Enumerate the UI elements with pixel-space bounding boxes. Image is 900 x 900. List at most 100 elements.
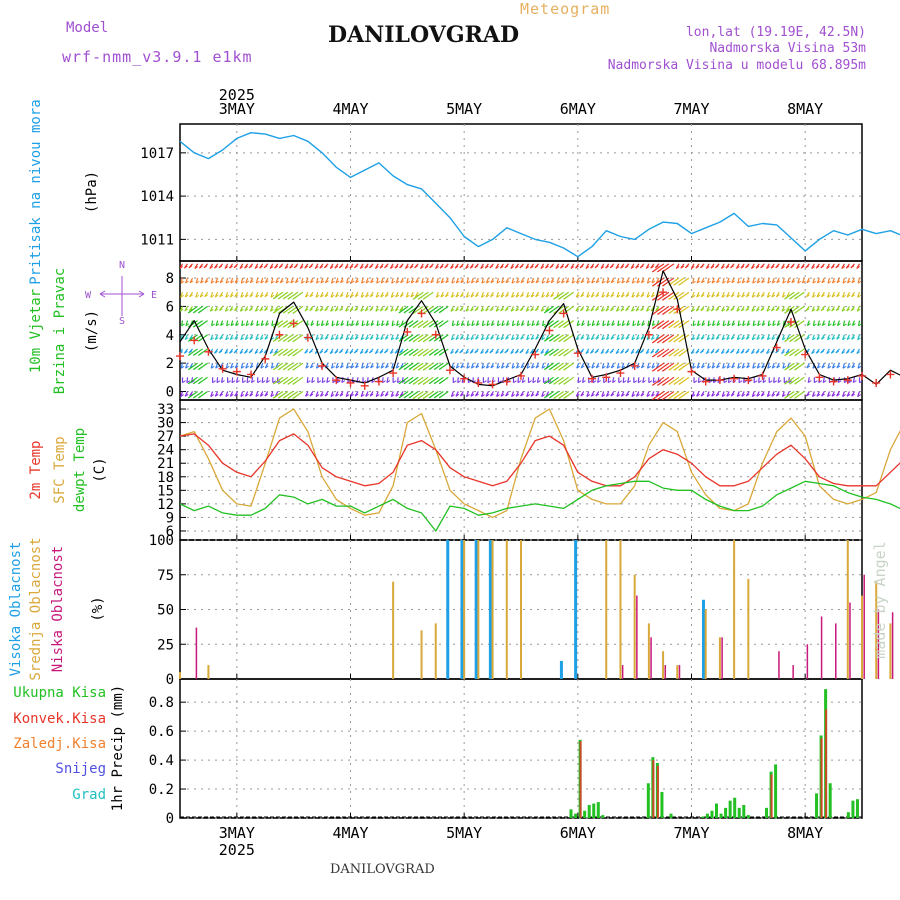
- wind-barb-tick: [655, 336, 660, 340]
- wind-barb-tick: [499, 350, 504, 354]
- wind-barb: [831, 362, 835, 369]
- wind-barb: [451, 320, 454, 326]
- cloud-bar-mid: [846, 540, 849, 679]
- wind-barb-tick: [715, 265, 719, 269]
- wind-barb-tick: [445, 294, 449, 298]
- wind-barb-tick: [255, 337, 260, 341]
- wind-barb-tick: [360, 394, 365, 397]
- wind-barb-tick: [531, 323, 536, 327]
- wind-barb-tick: [475, 393, 479, 397]
- wind-barb-tick: [460, 336, 464, 340]
- wind-barb-tick: [438, 367, 443, 370]
- wind-barb-tick: [609, 350, 614, 354]
- wind-barb-tick: [752, 294, 756, 298]
- wind-barb-tick: [325, 323, 330, 326]
- y-tick-label: 0.2: [149, 782, 174, 798]
- cloud-bar-mid: [619, 540, 622, 679]
- y-label-wind: 10m Vjetar: [28, 289, 44, 373]
- wind-barb-tick: [836, 393, 840, 397]
- wind-barb-tick: [240, 294, 245, 298]
- wind-barb-tick: [787, 280, 791, 284]
- wind-barb-tick: [800, 265, 805, 269]
- wind-barb-tick: [596, 323, 600, 326]
- wind-barb-tick: [766, 308, 771, 312]
- wind-barb-tick: [535, 393, 539, 397]
- wind-barb: [256, 320, 259, 326]
- wind-barb-tick: [832, 323, 837, 327]
- wind-barb-tick: [706, 351, 710, 355]
- wind-barb: [450, 291, 454, 298]
- wind-barb-tick: [341, 380, 346, 384]
- wind-barb-tick: [691, 337, 696, 341]
- wind-barb-tick: [350, 365, 355, 369]
- wind-barb-tick: [289, 265, 293, 269]
- wind-barb-tick: [532, 380, 537, 384]
- wind-barb-tick: [525, 351, 530, 355]
- wind-barb-tick: [506, 323, 510, 326]
- wind-barb-tick: [277, 353, 282, 357]
- wind-barb-tick: [500, 294, 505, 298]
- wind-barb-tick: [806, 393, 810, 397]
- wind-barb-tick: [691, 394, 696, 397]
- gust-marker: [517, 371, 525, 380]
- wind-barb: [466, 320, 469, 326]
- wind-barb-tick: [668, 396, 673, 400]
- wind-barb: [210, 362, 214, 369]
- wind-barb-tick: [673, 367, 678, 371]
- y-label-wind-unit: (m/s): [84, 310, 100, 352]
- wind-barb: [346, 362, 349, 369]
- wind-barb-tick: [189, 393, 193, 397]
- wind-barb-tick: [784, 353, 788, 357]
- wind-barb: [606, 277, 610, 284]
- wind-barb-tick: [646, 394, 651, 397]
- wind-barb-tick: [772, 365, 776, 369]
- y-label-pressure: Pritisak na nivou mora: [28, 99, 44, 284]
- wind-barb: [807, 377, 810, 383]
- wind-barb: [587, 320, 590, 326]
- wind-barb: [450, 334, 454, 341]
- wind-barb-tick: [652, 397, 656, 400]
- wind-barb-tick: [272, 381, 277, 385]
- wind-barb-tick: [330, 308, 334, 312]
- wind-barb: [571, 277, 575, 284]
- wind-barb-tick: [746, 323, 751, 326]
- wind-barb: [485, 277, 489, 284]
- wind-barb-tick: [466, 394, 470, 397]
- cloud-bar-mid: [875, 581, 878, 679]
- precip-bar-total: [701, 816, 705, 818]
- wind-barb-tick: [794, 367, 798, 371]
- wind-barb-tick: [369, 265, 373, 269]
- wind-barb-tick: [757, 323, 761, 327]
- wind-barb-tick: [544, 352, 548, 356]
- wind-barb-tick: [417, 296, 422, 300]
- wind-barb-tick: [212, 380, 216, 384]
- wind-barb-tick: [848, 380, 853, 384]
- wind-barb-tick: [395, 337, 400, 341]
- wind-barb: [811, 391, 815, 397]
- wind-barb: [320, 320, 324, 326]
- wind-barb: [816, 277, 820, 284]
- wind-barb-tick: [350, 280, 355, 284]
- wind-barb-tick: [496, 337, 500, 341]
- wind-barb-tick: [762, 380, 767, 384]
- wind-barb-tick: [836, 280, 841, 284]
- wind-barb-tick: [385, 323, 390, 326]
- wind-barb-tick: [678, 367, 683, 371]
- wind-barb-tick: [444, 265, 448, 269]
- wind-barb-tick: [491, 323, 495, 326]
- wind-barb-tick: [691, 266, 695, 269]
- wind-barb-tick: [553, 325, 557, 328]
- wind-barb-tick: [536, 323, 540, 326]
- wind-barb-tick: [305, 280, 310, 284]
- wind-barb-tick: [812, 280, 817, 284]
- cloud-bar-mid: [718, 637, 721, 679]
- wind-barb-tick: [721, 266, 725, 269]
- wind-barb: [330, 334, 334, 341]
- wind-barb-tick: [696, 393, 700, 397]
- wind-barb-tick: [700, 393, 705, 397]
- wind-barb-tick: [403, 310, 408, 314]
- wind-barb-tick: [700, 350, 704, 354]
- wind-barb: [616, 277, 620, 284]
- wind-barb-tick: [421, 280, 426, 284]
- wind-barb-tick: [826, 308, 831, 312]
